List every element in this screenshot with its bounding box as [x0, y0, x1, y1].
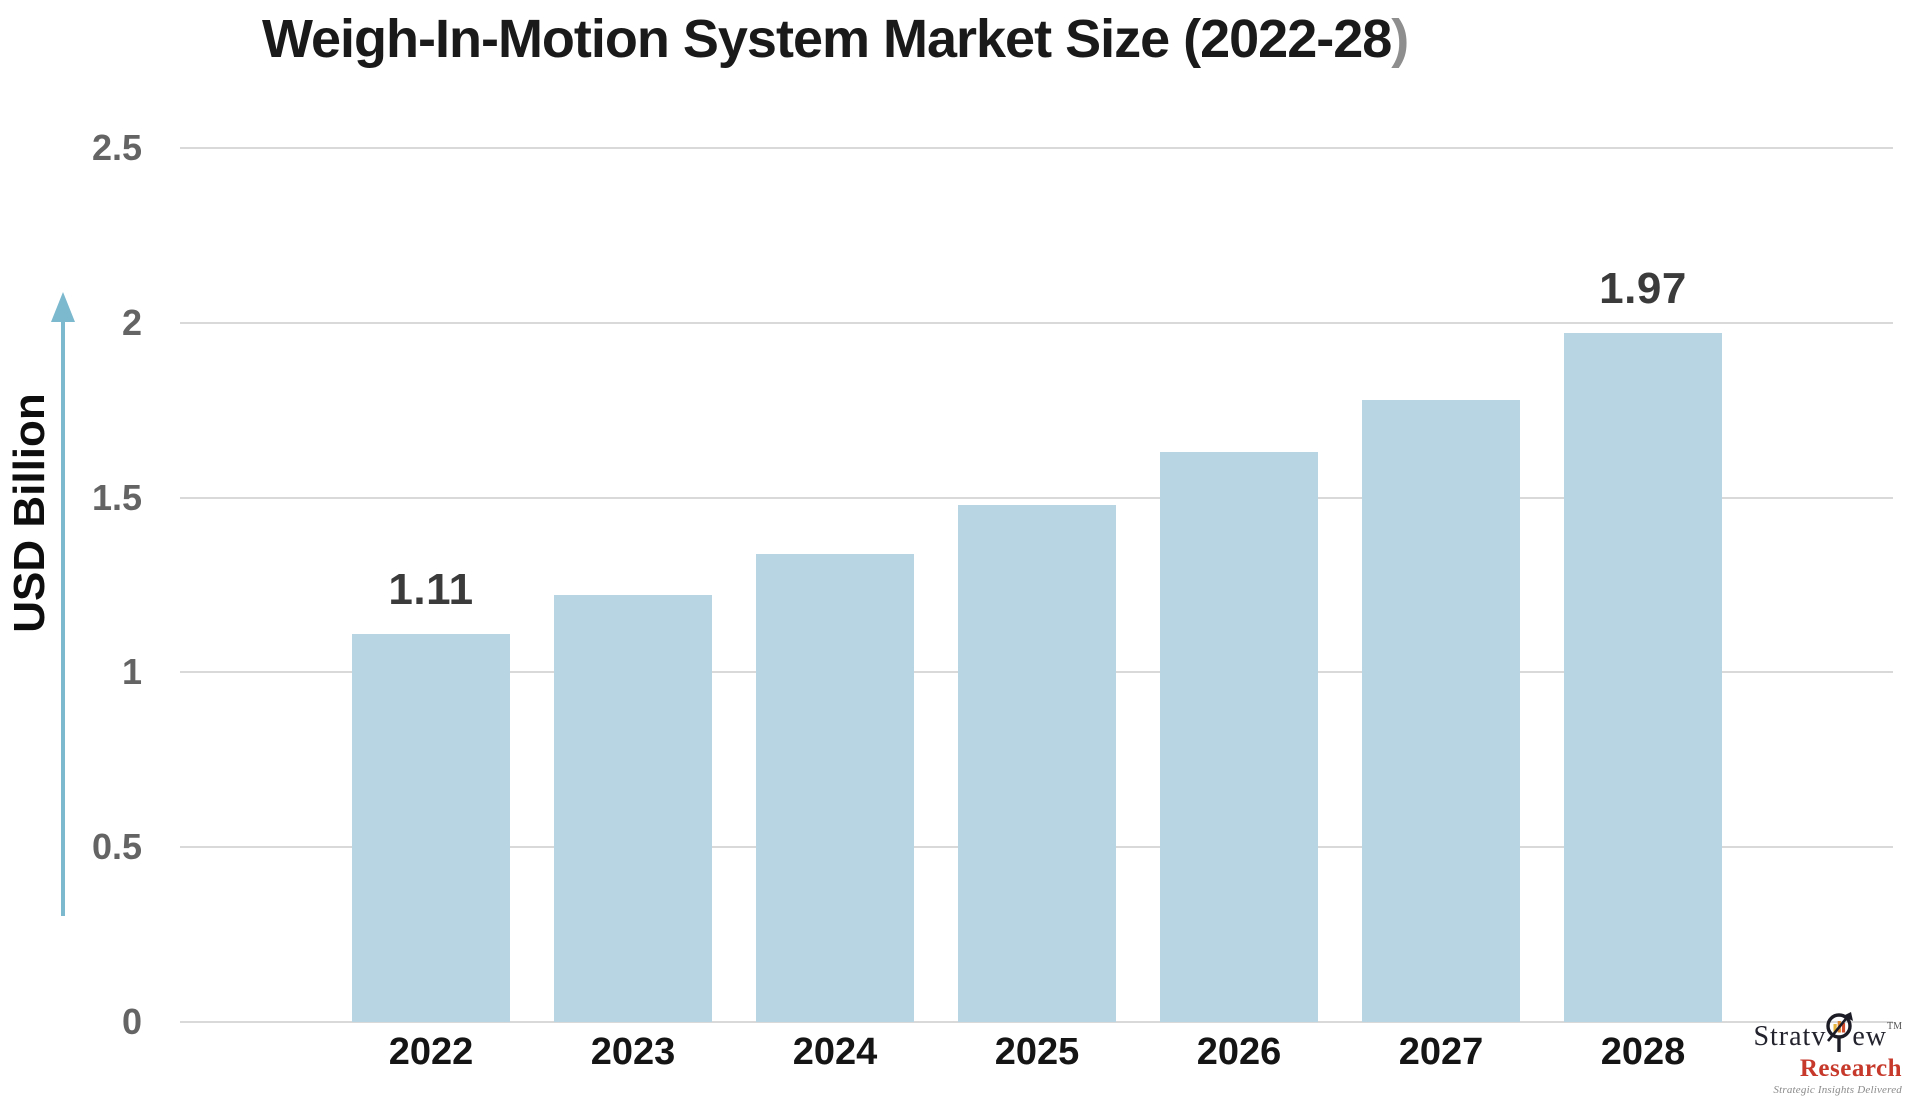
y-tick-label: 1.5: [91, 476, 142, 518]
x-tick-label: 2026: [1196, 1031, 1282, 1073]
bar-2025: [958, 504, 1116, 1022]
bar-2022: [352, 633, 510, 1022]
x-tick-label: 2028: [1600, 1031, 1686, 1073]
bar-value-label: 1.97: [1599, 264, 1687, 314]
bar-2026: [1160, 452, 1318, 1022]
x-tick-label: 2023: [590, 1031, 676, 1073]
chart-title-suffix: ): [1391, 9, 1409, 69]
chart-title-main: Weigh-In-Motion System Market Size (2022…: [262, 9, 1392, 69]
y-axis-arrow-icon: [51, 292, 75, 916]
bar-2027: [1362, 399, 1520, 1022]
brand-logo: Stratv ewTM Research Strategic Insights …: [1712, 1011, 1902, 1096]
x-tick-label: 2025: [994, 1031, 1080, 1073]
bar-2023: [554, 595, 712, 1022]
trademark-symbol: TM: [1887, 1021, 1902, 1032]
gridline: [180, 147, 1893, 149]
logo-tagline: Strategic Insights Delivered: [1773, 1084, 1902, 1096]
gridline: [180, 1021, 1893, 1023]
logo-research-text: Research: [1799, 1055, 1902, 1082]
logo-wordmark-part2: ew: [1852, 1021, 1887, 1052]
y-tick-label: 0: [121, 1001, 142, 1042]
y-tick-label: 2.5: [91, 127, 142, 168]
logo-wordmark-part1: Stratv: [1753, 1021, 1827, 1052]
x-tick-label: 2027: [1398, 1031, 1484, 1073]
y-tick-label: 1: [121, 651, 142, 693]
y-tick-label: 2: [121, 301, 142, 343]
x-tick-label: 2022: [388, 1031, 474, 1073]
logo-wordmark: Stratv ewTM: [1712, 1011, 1902, 1053]
x-tick-label: 2024: [792, 1031, 878, 1073]
y-tick-label: 0.5: [91, 826, 142, 868]
gridline: [180, 321, 1893, 324]
chart-title: Weigh-In-Motion System Market Size (2022…: [262, 8, 1409, 70]
bar-value-label: 1.11: [388, 564, 474, 614]
magnifier-icon: [1826, 1012, 1854, 1052]
bar-2028: [1564, 333, 1722, 1022]
bar-2024: [756, 553, 914, 1022]
gridline: [180, 496, 1893, 499]
